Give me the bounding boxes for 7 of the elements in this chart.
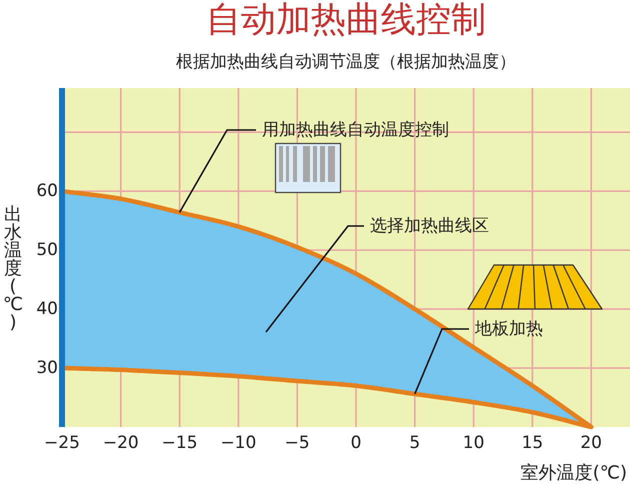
annotation: 用加热曲线自动温度控制 bbox=[262, 120, 449, 140]
subtitle: 根据加热曲线自动调节温度（根据加热温度） bbox=[176, 52, 516, 72]
annotation: 选择加热曲线区 bbox=[370, 216, 489, 236]
annotation: 地板加热 bbox=[475, 319, 543, 339]
xlabel: 室外温度(℃) bbox=[520, 462, 627, 484]
title: 自动加热曲线控制 bbox=[206, 0, 486, 40]
ylabel: 出水温度(℃) bbox=[2, 204, 24, 333]
